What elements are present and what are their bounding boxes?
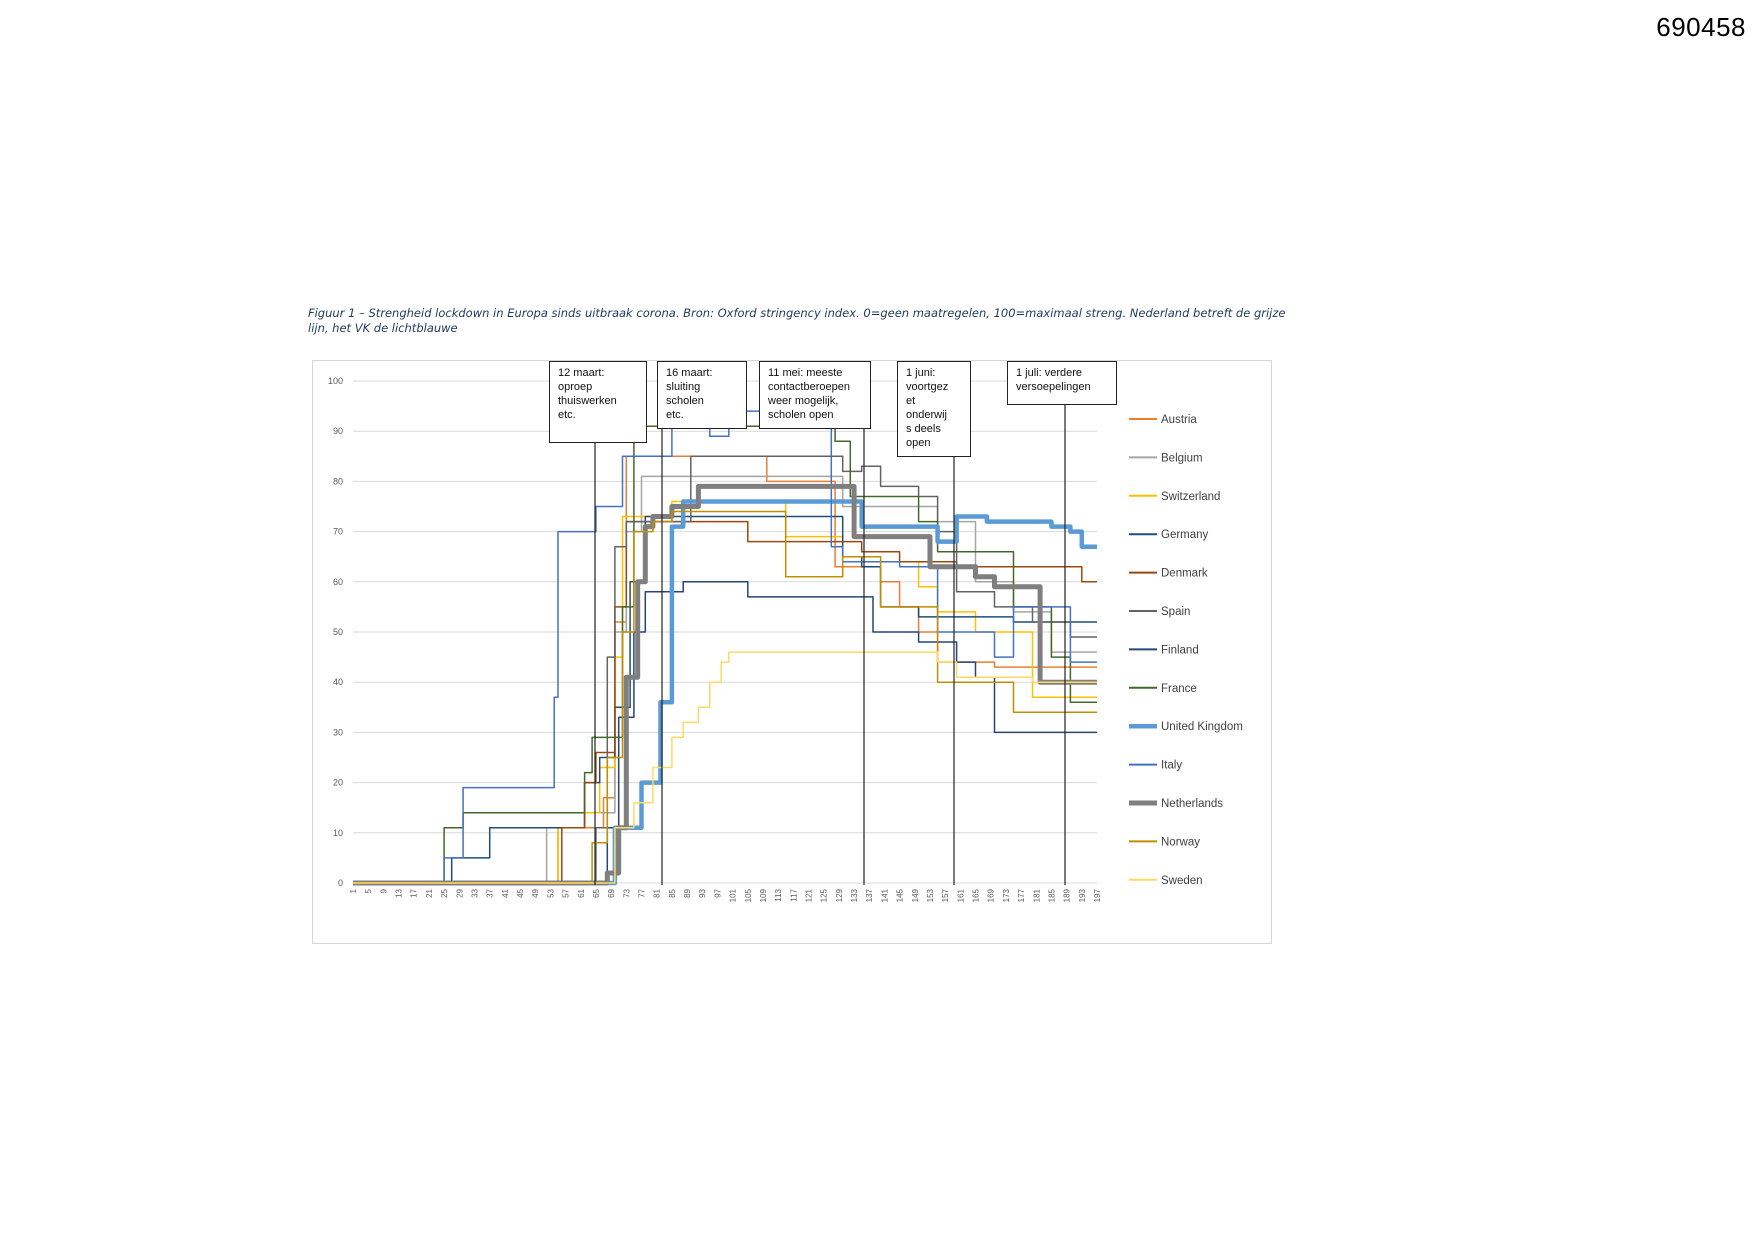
- x-tick-label: 161: [956, 888, 965, 902]
- x-tick-label: 185: [1047, 888, 1056, 902]
- x-tick-label: 81: [653, 888, 662, 897]
- y-tick-label: 90: [333, 426, 343, 436]
- x-tick-label: 129: [835, 888, 844, 902]
- series-line: [353, 510, 1097, 884]
- x-tick-label: 65: [592, 888, 601, 897]
- y-tick-label: 40: [333, 677, 343, 687]
- legend-entry: Germany: [1161, 529, 1209, 541]
- x-tick-label: 137: [865, 888, 874, 902]
- y-tick-label: 20: [333, 778, 343, 788]
- x-tick-label: 17: [410, 888, 419, 897]
- x-tick-label: 121: [805, 888, 814, 902]
- document-number: 690458: [1656, 12, 1746, 42]
- x-tick-label: 97: [713, 888, 722, 897]
- legend-entry: United Kingdom: [1161, 721, 1243, 733]
- x-tick-label: 173: [1002, 888, 1011, 902]
- x-tick-label: 45: [516, 888, 525, 897]
- legend-entry: Belgium: [1161, 452, 1203, 464]
- series-line: [353, 500, 1097, 884]
- x-tick-label: 181: [1032, 888, 1041, 902]
- x-tick-label: 57: [562, 888, 571, 897]
- figure-caption: Figuur 1 – Strengheid lockdown in Europa…: [308, 306, 1286, 335]
- x-tick-label: 21: [425, 888, 434, 897]
- x-tick-label: 169: [987, 888, 996, 902]
- series-line: [353, 455, 1097, 884]
- y-tick-label: 0: [338, 878, 343, 888]
- annotation-callout: 1 juni: voortgez et onderwij s deels ope…: [897, 361, 971, 457]
- x-tick-label: 5: [364, 888, 373, 893]
- chart-frame: 0 10 20 30 40 50 60 70 80 90 100 1 5 9 13 17 21 25 29 33 37 4…: [312, 360, 1272, 944]
- y-tick-label: 10: [333, 828, 343, 838]
- x-tick-label: 105: [744, 888, 753, 902]
- x-tick-label: 101: [729, 888, 738, 902]
- x-tick-label: 149: [911, 888, 920, 902]
- x-tick-label: 109: [759, 888, 768, 902]
- x-tick-label: 29: [455, 888, 464, 897]
- series-line: [353, 483, 1097, 886]
- y-tick-label: 50: [333, 627, 343, 637]
- x-tick-label: 165: [972, 888, 981, 902]
- x-tick-label: 177: [1017, 888, 1026, 902]
- x-tick-label: 89: [683, 888, 692, 897]
- x-tick-label: 93: [698, 888, 707, 897]
- series-line: [353, 651, 1097, 884]
- legend-entry: France: [1161, 683, 1197, 695]
- series-line: [353, 410, 1097, 884]
- y-tick-label: 100: [328, 376, 343, 386]
- annotation-callout: 16 maart: sluiting scholen etc.: [657, 361, 747, 429]
- x-tick-label: 77: [637, 888, 646, 897]
- legend-entry: Switzerland: [1161, 491, 1220, 503]
- legend-entry: Netherlands: [1161, 798, 1223, 810]
- x-tick-label: 189: [1063, 888, 1072, 902]
- x-tick-label: 117: [789, 888, 798, 901]
- x-tick-label: 33: [470, 888, 479, 897]
- x-tick-label: 41: [501, 888, 510, 897]
- series-line: [353, 581, 1097, 884]
- legend-entry: Denmark: [1161, 568, 1208, 580]
- x-tick-label: 73: [622, 888, 631, 897]
- x-tick-label: 133: [850, 888, 859, 902]
- y-tick-label: 30: [333, 727, 343, 737]
- x-tick-label: 197: [1093, 888, 1102, 902]
- x-tick-label: 37: [486, 888, 495, 897]
- x-tick-label: 69: [607, 888, 616, 897]
- series-line: [353, 515, 1097, 884]
- series-line: [353, 425, 1097, 884]
- legend-entry: Italy: [1161, 760, 1182, 772]
- legend-entry: Finland: [1161, 644, 1199, 656]
- series-line: [353, 499, 1097, 886]
- x-tick-label: 113: [774, 888, 783, 901]
- y-tick-label: 80: [333, 476, 343, 486]
- legend-entry: Austria: [1161, 414, 1197, 426]
- line-chart: 0 10 20 30 40 50 60 70 80 90 100 1 5 9 13 17 21 25 29 33 37 4…: [328, 376, 1243, 902]
- x-tick-label: 49: [531, 888, 540, 897]
- x-tick-label: 145: [896, 888, 905, 902]
- x-tick-label: 141: [880, 888, 889, 902]
- legend-entry: Spain: [1161, 606, 1190, 618]
- y-tick-label: 70: [333, 527, 343, 537]
- x-tick-label: 25: [440, 888, 449, 897]
- x-tick-label: 61: [577, 888, 586, 897]
- annotation-callout: 1 juli: verdere versoepelingen: [1007, 361, 1117, 405]
- x-tick-label: 9: [379, 888, 388, 893]
- x-tick-label: 153: [926, 888, 935, 902]
- legend-entry: Sweden: [1161, 875, 1203, 887]
- x-tick-label: 1: [349, 888, 358, 893]
- x-tick-label: 157: [941, 888, 950, 902]
- legend-entry: Norway: [1161, 836, 1200, 848]
- x-tick-label: 53: [546, 888, 555, 897]
- series-line: [353, 475, 1097, 884]
- x-tick-label: 125: [820, 888, 829, 902]
- annotation-callout: 11 mei: meeste contactberoepen weer moge…: [759, 361, 871, 429]
- y-tick-label: 60: [333, 577, 343, 587]
- x-tick-label: 193: [1078, 888, 1087, 902]
- x-tick-label: 85: [668, 888, 677, 897]
- x-tick-label: 13: [395, 888, 404, 897]
- annotation-callout: 12 maart: oproep thuiswerken etc.: [549, 361, 647, 443]
